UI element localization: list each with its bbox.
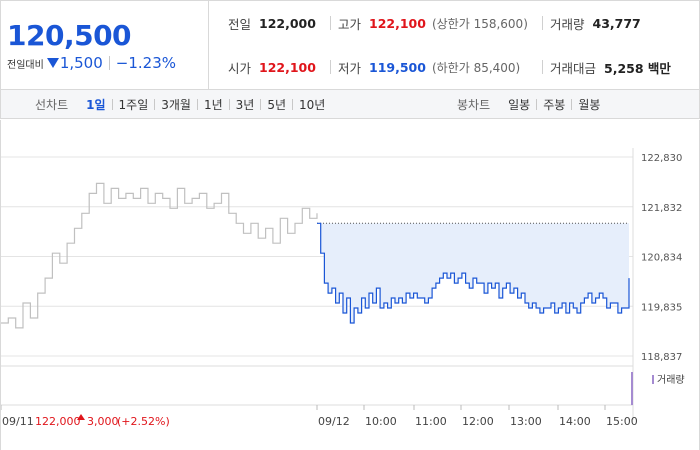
upper-limit: (상한가 158,600) <box>431 16 528 31</box>
tab-1w[interactable]: 1주일 <box>118 97 149 112</box>
change-value: 1,500 <box>59 54 103 72</box>
below-prev-close-area <box>317 223 629 323</box>
down-triangle-icon <box>46 58 59 68</box>
change-percent: −1.23% <box>115 54 176 72</box>
volume-value: 43,777 <box>592 15 641 31</box>
tab-10y[interactable]: 10년 <box>299 97 326 112</box>
tab-3m[interactable]: 3개월 <box>161 97 191 112</box>
stock-summary-panel: 120,500 전일대비 1,500 −1.23% 전일 122,000 고가 … <box>0 0 700 90</box>
y-tick-label: 121,832 <box>641 203 682 214</box>
low-stat: 저가 119,500 (하한가 85,400) <box>338 45 520 89</box>
up-triangle-icon <box>77 414 85 420</box>
below-prev-close-fill <box>317 223 629 323</box>
prev-close-stat: 전일 122,000 <box>228 1 316 45</box>
tab-daily-candle[interactable]: 일봉 <box>508 97 531 112</box>
amount-value: 5,258 백만 <box>604 60 671 76</box>
prev-close-value: 122,000 <box>259 15 316 31</box>
high-value: 122,100 <box>369 15 426 31</box>
tab-monthly-candle[interactable]: 월봉 <box>578 97 601 112</box>
x-axis-label: 10:00 <box>365 415 397 428</box>
high-stat: 고가 122,100 (상한가 158,600) <box>338 1 528 45</box>
tab-weekly-candle[interactable]: 주봉 <box>543 97 566 112</box>
x-axis-label: 15:00 <box>606 415 638 428</box>
lower-limit: (하한가 85,400) <box>431 60 521 75</box>
intraday-chart: 122,830 121,832 120,834 119,835 118,837 거래량 … <box>0 120 700 450</box>
change-row: 전일대비 1,500 −1.23% <box>7 54 176 72</box>
stat-divider <box>330 16 331 30</box>
x-axis-label: 09/11 <box>2 415 34 428</box>
prev-day-change: 3,000 <box>87 415 119 428</box>
y-tick-label: 120,834 <box>641 253 682 264</box>
chart-tab-bar: 선차트 1일 1주일 3개월 1년 3년 5년 10년 봉차트 일봉 주봉 월봉 <box>0 90 700 119</box>
stat-divider <box>542 16 543 30</box>
x-axis-label: 09/12 <box>318 415 350 428</box>
prev-day-price-line <box>1 182 318 329</box>
line-chart-title: 선차트 <box>35 97 69 112</box>
prev-day-close: 122,000 <box>35 415 81 428</box>
low-label: 저가 <box>338 60 362 76</box>
amount-stat: 거래대금 5,258 백만 <box>550 45 671 89</box>
tab-divider <box>260 98 262 110</box>
volume-label: 거래량 <box>550 16 585 32</box>
amount-label: 거래대금 <box>550 60 597 76</box>
stat-divider <box>542 60 543 74</box>
x-axis-label: 14:00 <box>559 415 591 428</box>
y-axis-ticks: 122,830 121,832 120,834 119,835 118,837 <box>641 153 682 363</box>
tab-divider <box>536 98 538 110</box>
tab-divider <box>111 98 113 110</box>
tab-1d[interactable]: 1일 <box>86 97 106 112</box>
prev-day-change-pct: (+2.52%) <box>117 415 170 428</box>
high-label: 고가 <box>338 16 362 32</box>
today-price-line <box>317 222 630 324</box>
tab-divider <box>292 98 294 110</box>
tab-1y[interactable]: 1년 <box>203 97 223 112</box>
open-value: 122,100 <box>259 59 316 75</box>
x-axis-label: 13:00 <box>510 415 542 428</box>
open-label: 시가 <box>228 60 252 76</box>
y-tick-label: 122,830 <box>641 153 682 164</box>
open-stat: 시가 122,100 <box>228 45 316 89</box>
current-price-box: 120,500 전일대비 1,500 −1.23% <box>1 1 209 89</box>
candle-chart-title: 봉차트 <box>457 97 491 112</box>
tab-divider <box>228 98 230 110</box>
tab-divider <box>154 98 156 110</box>
line-chart-tabs: 선차트 1일 1주일 3개월 1년 3년 5년 10년 <box>35 90 331 118</box>
change-label: 전일대비 <box>7 59 44 71</box>
y-tick-label: 118,837 <box>641 352 682 363</box>
x-axis-label: 12:00 <box>462 415 494 428</box>
x-axis-label: 11:00 <box>415 415 447 428</box>
stat-divider <box>330 60 331 74</box>
y-tick-label: 119,835 <box>641 302 682 313</box>
volume-panel: 거래량 <box>1 365 685 406</box>
volume-legend-swatch <box>652 375 654 384</box>
volume-legend-label: 거래량 <box>657 374 685 386</box>
x-axis-labels: 09/11 09/12 10:00 11:00 12:00 13:00 14:00 15:00 <box>0 405 638 428</box>
tab-3y[interactable]: 3년 <box>235 97 255 112</box>
prev-close-label: 전일 <box>228 16 252 32</box>
low-value: 119,500 <box>369 59 426 75</box>
tab-divider <box>196 98 198 110</box>
tab-5y[interactable]: 5년 <box>267 97 287 112</box>
volume-stat: 거래량 43,777 <box>550 1 641 45</box>
tab-divider <box>571 98 573 110</box>
price-stats: 전일 122,000 고가 122,100 (상한가 158,600) 거래량 … <box>210 1 700 89</box>
change-divider <box>108 56 110 70</box>
price-lines <box>1 182 630 329</box>
prev-day-summary: 122,000 3,000 (+2.52%) <box>35 414 170 428</box>
current-price: 120,500 <box>7 19 132 52</box>
volume-bar <box>631 372 633 405</box>
candle-chart-tabs: 봉차트 일봉 주봉 월봉 <box>457 90 606 118</box>
